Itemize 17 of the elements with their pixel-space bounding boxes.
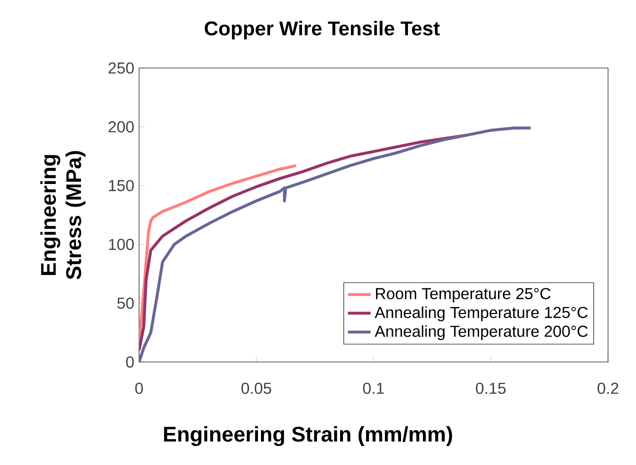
x-tick-label: 0	[135, 382, 143, 394]
y-tick-label: 250	[108, 62, 134, 74]
legend-label: Annealing Temperature 125°C	[374, 306, 588, 322]
x-axis-title: Engineering Strain (mm/mm)	[164, 426, 452, 446]
x-tick-label: 0.05	[241, 382, 272, 394]
x-tick-label: 0.15	[476, 382, 506, 394]
y-tick-label: 200	[108, 121, 134, 133]
y-tick-label: 0	[126, 356, 134, 368]
y-axis-title: Engineering Stress (MPa)	[40, 151, 86, 280]
chart-title: Copper Wire Tensile Test	[204, 20, 440, 40]
x-tick-label: 0.2	[598, 382, 618, 394]
y-tick-label: 100	[108, 238, 134, 250]
legend-label: Room Temperature 25°C	[376, 288, 550, 303]
y-tick-label: 50	[117, 298, 134, 309]
x-tick-label: 0.1	[363, 382, 384, 394]
legend-label: Annealing Temperature 200°C	[374, 325, 588, 340]
y-tick-label: 150	[108, 180, 134, 192]
